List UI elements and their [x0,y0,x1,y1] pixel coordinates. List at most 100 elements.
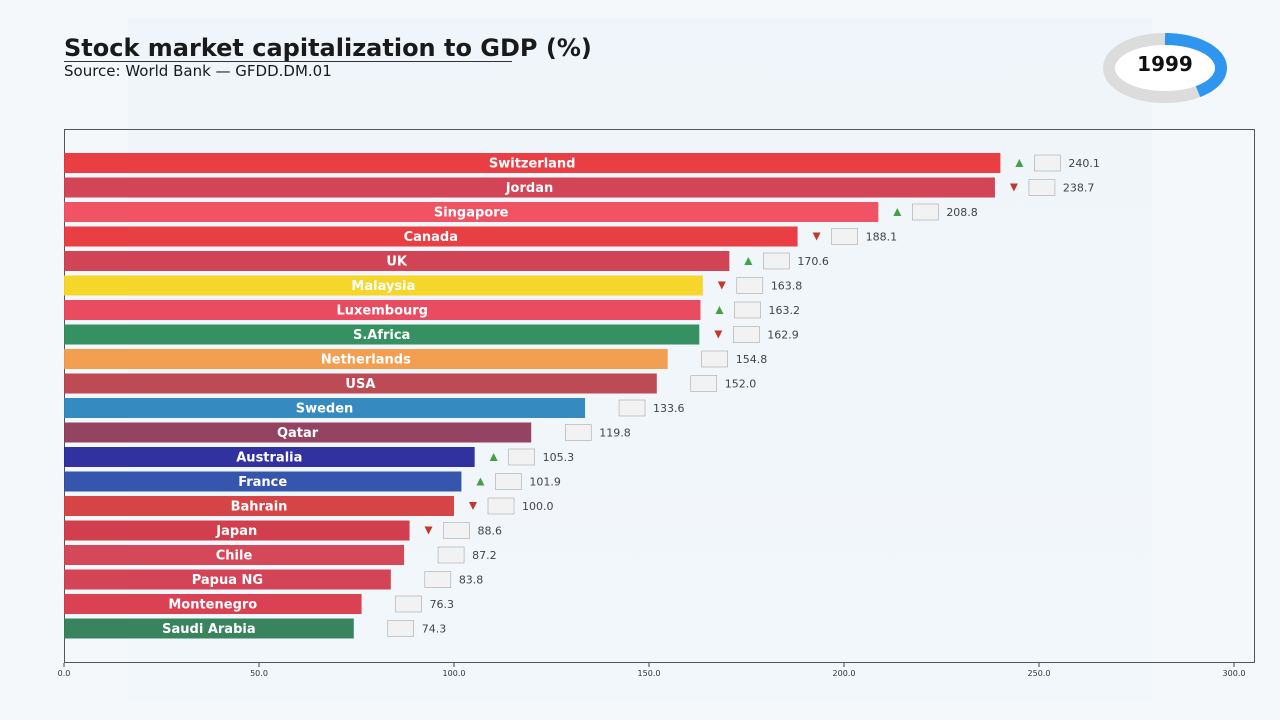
bar [64,398,586,418]
bar [64,324,700,345]
value-label: 74.3 [422,623,447,636]
flag-icon [912,203,939,221]
trend-down-icon [424,526,433,535]
flag-icon [1034,154,1061,172]
trend-down-icon [469,502,477,510]
value-label: 208.8 [946,206,978,219]
title-underline [64,61,512,62]
x-tick-label: 50.0 [250,669,268,678]
bar [64,226,798,247]
bar [64,447,475,467]
value-label: 105.3 [543,451,575,464]
value-label: 238.7 [1063,182,1095,195]
trend-down-icon [812,232,821,241]
bar [64,153,1001,173]
flag-icon [495,473,522,490]
flag-icon [734,301,761,319]
trend-up-icon [893,208,902,216]
flag-icon [831,228,858,245]
bar-label: Netherlands [321,353,411,368]
bar-label: USA [345,377,375,392]
trend-up-icon [1015,159,1024,167]
bar [64,202,879,222]
value-label: 119.8 [599,427,631,440]
flag-icon [437,546,465,564]
trend-down-icon [1009,183,1018,192]
flag-icon [690,375,718,392]
trend-up-icon [715,306,724,314]
bar-label: Jordan [505,181,554,196]
year-indicator: 1999 [1137,52,1193,76]
flag-icon [701,350,728,368]
flag-icon [763,252,790,270]
bar-label: Bahrain [231,500,288,515]
bar [64,471,462,492]
bar [64,300,701,320]
value-label: 100.0 [522,500,554,513]
chart-title: Stock market capitalization to GDP (%) [64,34,592,62]
value-label: 163.2 [768,304,800,317]
value-label: 188.1 [866,231,898,244]
value-label: 240.1 [1068,157,1100,170]
bar-label: Saudi Arabia [162,622,255,637]
flag-icon [733,326,760,343]
value-label: 88.6 [478,525,503,538]
flag-icon [387,620,415,637]
bar-label: Chile [216,549,253,564]
value-label: 83.8 [459,574,484,587]
bar [64,569,391,590]
trend-up-icon [489,453,498,461]
bar [64,177,995,198]
value-label: 133.6 [653,402,685,415]
trend-down-icon [714,330,723,339]
value-label: 162.9 [767,329,799,342]
x-tick-label: 300.0 [1223,669,1246,678]
bar [64,618,354,639]
trend-up-icon [744,257,753,265]
bar-label: Papua NG [192,573,263,588]
chart-frame [64,129,1255,663]
bar [64,594,362,614]
bar-label: S.Africa [353,328,410,343]
x-tick-label: 100.0 [443,669,466,678]
bar-label: Australia [236,451,302,466]
bar-label: Luxembourg [336,304,428,319]
bar-label: France [238,475,287,490]
flag-icon [395,595,422,613]
value-label: 163.8 [771,280,803,293]
flag-icon [443,522,470,539]
bar [64,349,668,369]
value-label: 101.9 [529,476,561,489]
bar-label: Singapore [434,206,509,221]
value-label: 154.8 [736,353,768,366]
bar [64,251,730,271]
x-tick-label: 0.0 [58,669,71,678]
bar-label: Sweden [296,402,354,417]
trend-down-icon [717,281,726,290]
bar [64,496,454,516]
bar [64,373,657,394]
flag-icon [564,424,592,441]
bar-label: Montenegro [168,598,257,613]
x-tick-label: 250.0 [1028,669,1051,678]
bar [64,422,532,443]
bar-label: UK [386,255,408,270]
chart-subtitle: Source: World Bank — GFDD.DM.01 [64,62,332,80]
value-label: 76.3 [430,598,455,611]
bar [64,275,703,296]
x-tick-label: 200.0 [833,669,856,678]
year-progress-ring [1103,33,1228,103]
trend-up-icon [476,477,485,486]
flag-icon [736,277,764,294]
value-label: 152.0 [725,378,757,391]
bar [64,545,405,565]
bar-label: Switzerland [489,157,576,172]
flag-icon [508,448,535,466]
flag-icon [424,571,452,588]
bar-label: Malaysia [351,279,415,294]
bar [64,520,410,541]
bar-label: Japan [215,524,257,539]
bar-label: Canada [404,230,458,245]
year-progress-arc [1164,33,1228,98]
